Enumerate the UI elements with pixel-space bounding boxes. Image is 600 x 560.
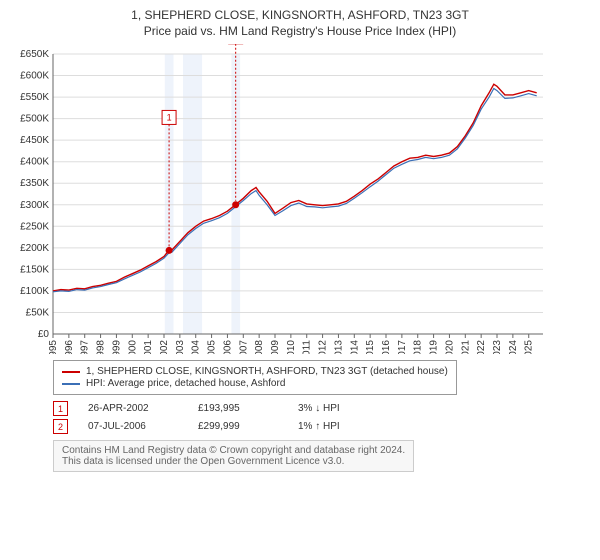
svg-text:2002: 2002 <box>159 340 170 354</box>
svg-text:2000: 2000 <box>127 340 138 354</box>
svg-text:£0: £0 <box>38 329 50 340</box>
svg-text:2013: 2013 <box>333 340 344 354</box>
svg-text:2009: 2009 <box>270 340 281 354</box>
svg-text:£300K: £300K <box>20 200 49 211</box>
transaction-marker: 2 <box>53 419 68 434</box>
legend-label: 1, SHEPHERD CLOSE, KINGSNORTH, ASHFORD, … <box>86 366 448 377</box>
svg-text:2004: 2004 <box>191 340 202 354</box>
svg-text:1998: 1998 <box>96 340 107 354</box>
svg-text:2005: 2005 <box>207 340 218 354</box>
legend-swatch <box>62 371 80 373</box>
transaction-date: 07-JUL-2006 <box>88 421 178 432</box>
legend-row: 1, SHEPHERD CLOSE, KINGSNORTH, ASHFORD, … <box>62 366 448 377</box>
svg-text:1995: 1995 <box>48 340 59 354</box>
transaction-change: 3% ↓ HPI <box>298 403 388 414</box>
svg-text:£50K: £50K <box>26 307 50 318</box>
svg-text:1999: 1999 <box>111 340 122 354</box>
svg-text:2018: 2018 <box>413 340 424 354</box>
svg-text:2016: 2016 <box>381 340 392 354</box>
svg-text:£350K: £350K <box>20 178 49 189</box>
footer-line1: Contains HM Land Registry data © Crown c… <box>62 445 405 456</box>
title-address: 1, SHEPHERD CLOSE, KINGSNORTH, ASHFORD, … <box>8 8 592 22</box>
svg-text:£650K: £650K <box>20 49 49 60</box>
svg-text:2001: 2001 <box>143 340 154 354</box>
transaction-row: 1 26-APR-2002 £193,995 3% ↓ HPI <box>53 401 592 416</box>
legend-label: HPI: Average price, detached house, Ashf… <box>86 378 285 389</box>
title-subtitle: Price paid vs. HM Land Registry's House … <box>8 24 592 38</box>
legend-swatch <box>62 383 80 385</box>
svg-text:2010: 2010 <box>286 340 297 354</box>
svg-text:2011: 2011 <box>302 340 313 354</box>
transaction-price: £193,995 <box>198 403 278 414</box>
transaction-row: 2 07-JUL-2006 £299,999 1% ↑ HPI <box>53 419 592 434</box>
svg-text:2020: 2020 <box>444 340 455 354</box>
svg-text:2006: 2006 <box>222 340 233 354</box>
svg-text:2003: 2003 <box>175 340 186 354</box>
chart-container: £0 £50K £100K £150K £200K £250K £300K £350K £400… <box>8 44 592 354</box>
svg-text:2015: 2015 <box>365 340 376 354</box>
footer-line2: This data is licensed under the Open Gov… <box>62 456 405 467</box>
svg-text:2023: 2023 <box>492 340 503 354</box>
svg-text:2008: 2008 <box>254 340 265 354</box>
transaction-date: 26-APR-2002 <box>88 403 178 414</box>
svg-text:2007: 2007 <box>238 340 249 354</box>
svg-text:£150K: £150K <box>20 264 49 275</box>
svg-text:£600K: £600K <box>20 71 49 82</box>
svg-text:2019: 2019 <box>429 340 440 354</box>
transaction-marker: 1 <box>53 401 68 416</box>
svg-text:£100K: £100K <box>20 286 49 297</box>
legend: 1, SHEPHERD CLOSE, KINGSNORTH, ASHFORD, … <box>53 360 457 395</box>
svg-text:2022: 2022 <box>476 340 487 354</box>
legend-row: HPI: Average price, detached house, Ashf… <box>62 378 448 389</box>
svg-text:2021: 2021 <box>460 340 471 354</box>
svg-text:£550K: £550K <box>20 92 49 103</box>
transactions-table: 1 26-APR-2002 £193,995 3% ↓ HPI 2 07-JUL-2006… <box>53 401 592 434</box>
svg-text:2025: 2025 <box>524 340 535 354</box>
svg-text:£400K: £400K <box>20 157 49 168</box>
svg-text:£500K: £500K <box>20 114 49 125</box>
svg-text:2014: 2014 <box>349 340 360 354</box>
svg-text:1997: 1997 <box>80 340 91 354</box>
svg-text:2017: 2017 <box>397 340 408 354</box>
svg-text:£250K: £250K <box>20 221 49 232</box>
svg-text:1: 1 <box>167 112 172 122</box>
svg-text:£450K: £450K <box>20 135 49 146</box>
transaction-change: 1% ↑ HPI <box>298 421 388 432</box>
svg-text:2024: 2024 <box>508 340 519 354</box>
svg-text:£200K: £200K <box>20 243 49 254</box>
price-chart: £0 £50K £100K £150K £200K £250K £300K £350K £400… <box>8 44 548 354</box>
svg-text:1996: 1996 <box>64 340 75 354</box>
transaction-price: £299,999 <box>198 421 278 432</box>
svg-text:2012: 2012 <box>318 340 329 354</box>
footer-attribution: Contains HM Land Registry data © Crown c… <box>53 440 414 472</box>
